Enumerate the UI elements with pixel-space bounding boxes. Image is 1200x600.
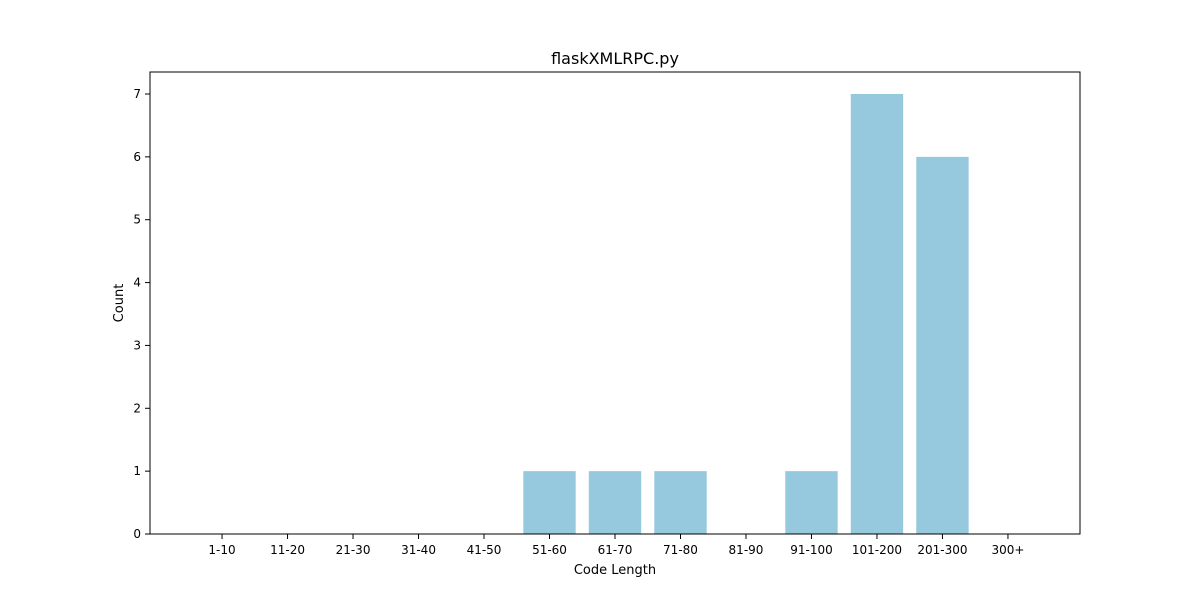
- y-tick-label: 2: [133, 401, 141, 415]
- x-tick-label: 61-70: [598, 543, 633, 557]
- x-axis-label: Code Length: [574, 563, 656, 578]
- bar-71-80: [654, 471, 707, 534]
- y-tick-label: 1: [133, 464, 141, 478]
- x-tick-label: 21-30: [336, 543, 371, 557]
- x-tick-label: 91-100: [790, 543, 833, 557]
- bar-61-70: [588, 471, 642, 534]
- x-tick-label: 81-90: [729, 543, 764, 557]
- y-axis-label: Count: [112, 284, 127, 323]
- x-tick-label: 11-20: [270, 543, 305, 557]
- y-axis-ticks: 0 1 2 3 4 5 6 7: [133, 87, 150, 541]
- bar-51-60: [523, 471, 576, 534]
- x-tick-label: 31-40: [401, 543, 436, 557]
- y-tick-label: 7: [133, 87, 141, 101]
- y-tick-label: 6: [133, 150, 141, 164]
- y-tick-label: 0: [133, 527, 141, 541]
- x-tick-label: 51-60: [532, 543, 567, 557]
- bars-group: [523, 94, 969, 535]
- x-tick-label: 101-200: [852, 543, 902, 557]
- x-tick-label: 41-50: [467, 543, 502, 557]
- x-axis-ticks: 1-10 11-20 21-30 31-40 41-50 51-60 61-70 71-80 8…: [208, 534, 1024, 557]
- y-tick-label: 5: [133, 213, 141, 227]
- x-tick-label: 1-10: [208, 543, 235, 557]
- x-tick-label: 71-80: [663, 543, 698, 557]
- bar-201-300: [916, 156, 969, 535]
- chart-title: flaskXMLRPC.py: [551, 49, 679, 68]
- bar-91-100: [785, 471, 838, 534]
- x-tick-label: 300+: [991, 543, 1024, 557]
- x-tick-label: 201-300: [917, 543, 967, 557]
- bar-101-200: [850, 94, 904, 534]
- y-tick-label: 4: [133, 276, 141, 290]
- y-tick-label: 3: [133, 338, 141, 352]
